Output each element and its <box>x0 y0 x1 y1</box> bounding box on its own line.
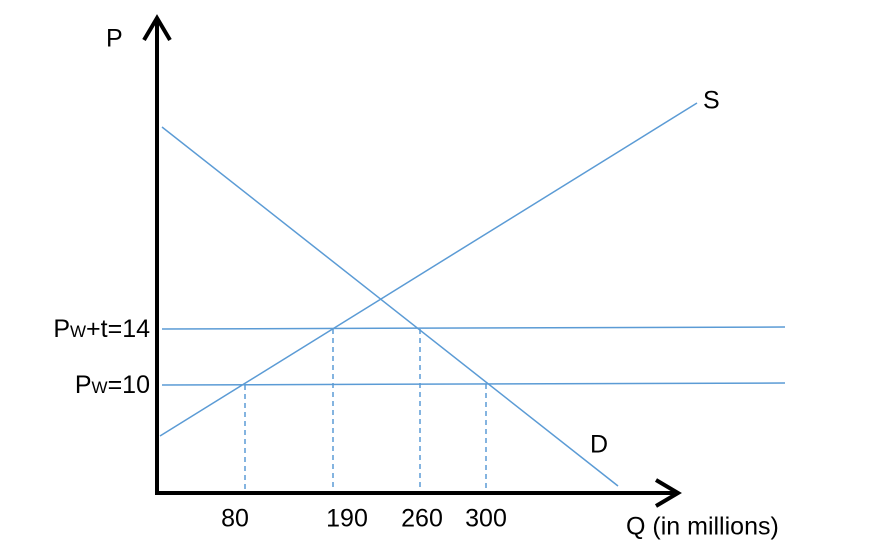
x-axis-label: Q (in millions) <box>626 513 779 541</box>
demand-curve <box>161 126 619 487</box>
demand-label: D <box>590 431 608 459</box>
quantity-label: 260 <box>401 505 443 533</box>
price-label-rest: +t=14 <box>86 315 150 343</box>
price-label-sub: W <box>70 322 86 341</box>
supply-label: S <box>703 87 720 115</box>
x-axis-arrow <box>654 478 682 508</box>
price-label-base: P <box>75 371 92 399</box>
price-tariff-line <box>161 326 786 330</box>
supply-curve <box>159 102 698 437</box>
quantity-label: 80 <box>221 505 249 533</box>
price-label: PW+t=14 <box>53 315 150 343</box>
price-label-base: P <box>53 315 70 343</box>
price-label-rest: =10 <box>108 371 150 399</box>
world-price-line <box>161 382 786 386</box>
quantity-label: 300 <box>465 505 507 533</box>
y-axis-arrow <box>142 14 172 42</box>
price-label-sub: W <box>92 378 108 397</box>
quantity-label: 190 <box>326 505 368 533</box>
price-label: PW=10 <box>75 371 150 399</box>
y-axis-label: P <box>106 25 123 53</box>
